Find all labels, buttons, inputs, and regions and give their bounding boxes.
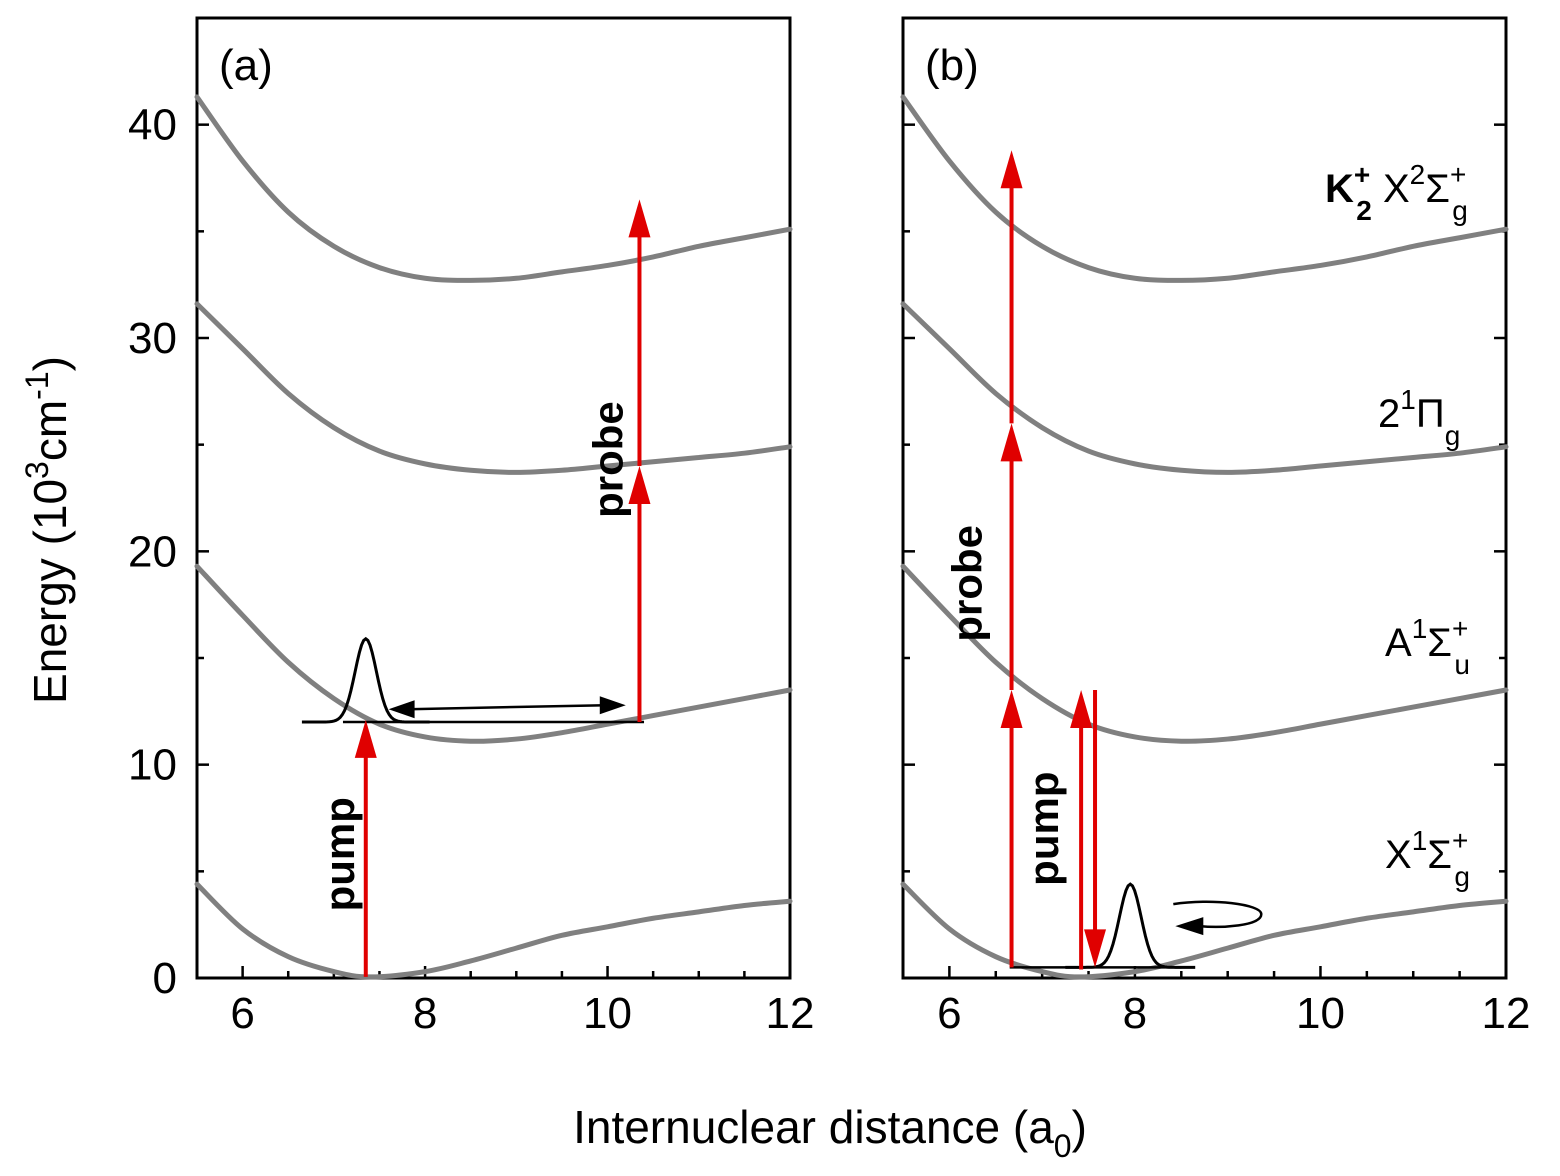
potential-curve-1 (194, 563, 793, 744)
curl-arrow (1173, 900, 1263, 929)
wavepacket (1065, 882, 1196, 969)
double-arrow-right-head (599, 696, 626, 715)
state-label-x-sigma: X1Σ+ g (1385, 825, 1470, 892)
double-arrow-left-head (388, 700, 415, 719)
probe-arrow-1-head (1000, 423, 1023, 462)
y-tick-label: 0 (153, 954, 177, 1003)
panel-a: 6 8 10 12 0 10 20 30 40 (a) pump probe (128, 16, 815, 1038)
potential-curve-3 (194, 94, 793, 283)
pump-label: pump (316, 797, 363, 911)
pump-arrow-head (354, 719, 377, 758)
plot-frame (195, 16, 792, 980)
pump-label: pump (1020, 772, 1067, 886)
y-axis-title: Energy (103cm-1) (19, 356, 76, 704)
y-tick-label: 20 (128, 527, 177, 576)
x-tick-label: 6 (937, 989, 961, 1038)
potential-curve-1 (900, 563, 1509, 744)
y-tick-label: 10 (128, 741, 177, 790)
x-tick-label: 10 (583, 989, 632, 1038)
potential-curve-0 (194, 881, 793, 980)
x-tick-label: 12 (766, 989, 815, 1038)
x-tick-label: 8 (1123, 989, 1147, 1038)
potential-curve-0 (900, 881, 1509, 980)
probe-label: probe (944, 525, 991, 642)
x-tick-label: 8 (413, 989, 437, 1038)
state-label-k2-ion: K+ 2 X2Σ+ g (1325, 159, 1468, 226)
probe-arrow-0-head (628, 466, 651, 504)
plot-frame (901, 16, 1508, 980)
panel-b: 6 8 10 12 (b) pump probe (900, 16, 1531, 1038)
state-label-2pi: 21Πg (1378, 384, 1460, 451)
potential-curve-3 (900, 94, 1509, 283)
probe-arrow-0-head (1000, 690, 1023, 728)
panel-tag: (b) (925, 41, 979, 90)
potential-curve-2 (194, 301, 793, 475)
probe-label: probe (584, 401, 631, 518)
x-axis-title: Internuclear distance (a0) (573, 1101, 1087, 1164)
state-label-a-sigma: A1Σ+ u (1385, 613, 1470, 680)
double-arrow-shaft (408, 703, 606, 711)
x-tick-label: 6 (230, 989, 254, 1038)
pump-arrow-0-head (1070, 690, 1093, 728)
panel-tag: (a) (219, 41, 273, 90)
probe-arrow-1-head (628, 199, 651, 238)
x-tick-label: 10 (1296, 989, 1345, 1038)
x-tick-label: 12 (1482, 989, 1531, 1038)
pump-arrow-1-head (1084, 929, 1107, 968)
probe-arrow-2-head (1000, 150, 1023, 189)
y-tick-label: 40 (128, 101, 177, 150)
state-labels: K+ 2 X2Σ+ g 21Πg A1Σ+ u X1Σ+ g (1325, 159, 1470, 892)
y-tick-label: 30 (128, 314, 177, 363)
potential-curve-2 (900, 301, 1509, 475)
curl-arrow-head (1175, 917, 1204, 936)
